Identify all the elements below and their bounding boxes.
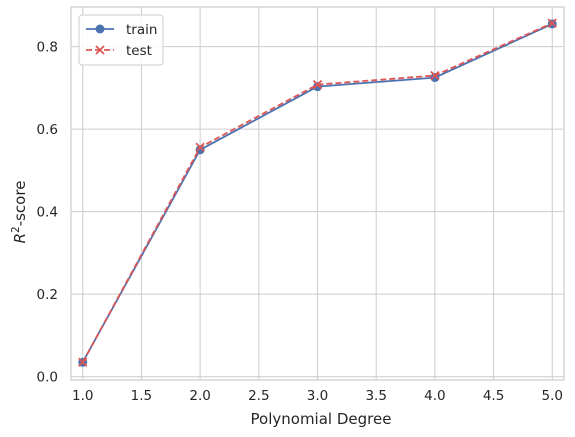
y-axis-label-rest: -score	[11, 181, 29, 227]
y-tick-label: 0.6	[37, 122, 58, 138]
x-tick-label: 1.0	[72, 388, 93, 404]
y-tick-labels: 0.0 0.2 0.4 0.6 0.8	[37, 40, 58, 386]
x-tick-label: 2.0	[189, 388, 210, 404]
x-tick-label: 2.5	[248, 388, 269, 404]
data-point-test	[195, 142, 205, 152]
legend-test-label: test	[126, 43, 152, 59]
data-point-test	[547, 18, 557, 28]
legend-train-label: train	[126, 22, 157, 38]
data-point-test	[78, 357, 88, 367]
x-tick-label: 3.0	[307, 388, 328, 404]
series-layer	[78, 18, 557, 367]
y-axis-label-sup: 2	[10, 226, 22, 233]
y-axis-label-base: R	[11, 233, 29, 243]
y-tick-label: 0.0	[37, 370, 58, 386]
x-tick-label: 4.5	[483, 388, 504, 404]
plot-frame	[70, 6, 565, 381]
data-point-test	[430, 70, 440, 81]
x-axis-label: Polynomial Degree	[251, 410, 392, 428]
x-tick-labels: 1.0 1.5 2.0 2.5 3.0 3.5 4.0 4.5 5.0	[72, 388, 563, 404]
x-tick-label: 1.5	[131, 388, 152, 404]
grid	[71, 7, 564, 380]
legend-test-marker	[95, 45, 105, 55]
legend-train-marker	[95, 24, 105, 34]
x-tick-label: 4.0	[424, 388, 445, 404]
legend: train test	[78, 14, 164, 66]
y-tick-label: 0.2	[37, 287, 58, 303]
data-point-test	[312, 79, 323, 90]
x-tick-label: 3.5	[365, 388, 386, 404]
y-tick-label: 0.4	[37, 205, 58, 221]
y-axis-label: R2-score	[10, 181, 29, 244]
y-tick-label: 0.8	[37, 40, 58, 56]
x-tick-label: 5.0	[542, 388, 563, 404]
